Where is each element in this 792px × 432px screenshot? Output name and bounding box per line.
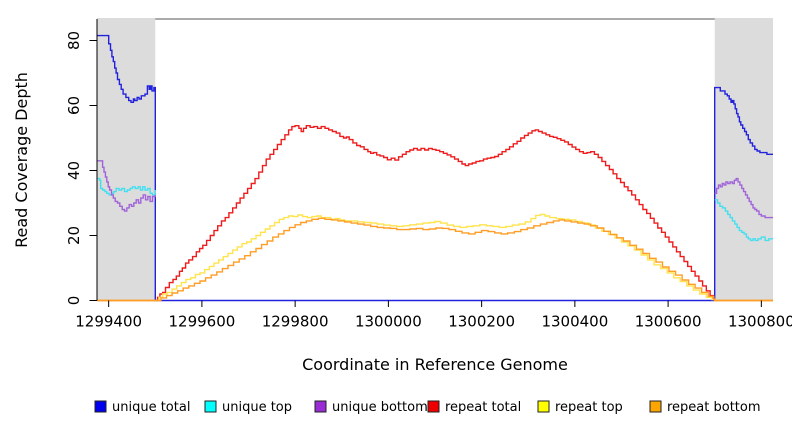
legend-swatch-repeat-top [537, 400, 550, 413]
legend-swatch-repeat-bottom [649, 400, 662, 413]
ticks-layer: 0 20 40 60 80 1299400 1299600 1299800 1300000 130… [65, 19, 792, 331]
y-tick-label: 60 [65, 96, 83, 115]
legend-label-unique-top: unique top [222, 400, 292, 415]
legend-swatch-repeat-total [427, 400, 440, 413]
x-tick-label: 1300000 [355, 313, 422, 331]
legend-swatch-unique-top [204, 400, 217, 413]
series-unique-bottom [714, 177, 773, 219]
masked-region-right [714, 18, 773, 301]
x-tick-label: 1299400 [75, 313, 142, 331]
legend-item-repeat-total: repeat total [427, 400, 521, 415]
legend-item-repeat-top: repeat top [537, 400, 623, 415]
legend-label-repeat-bottom: repeat bottom [667, 400, 761, 415]
x-tick-label: 1300800 [728, 313, 792, 331]
legend-label-unique-total: unique total [112, 400, 190, 415]
legend-swatch-unique-total [94, 400, 107, 413]
y-tick-label: 80 [65, 31, 83, 50]
legend-item-unique-top: unique top [204, 400, 292, 415]
x-axis-title: Coordinate in Reference Genome [302, 355, 568, 374]
legend-label-repeat-top: repeat top [555, 400, 623, 415]
series-unique-bottom [97, 160, 156, 212]
series-layer [97, 34, 773, 302]
x-tick-label: 1299800 [262, 313, 329, 331]
series-repeat-bottom [97, 217, 773, 302]
legend-swatch-unique-bottom [314, 400, 327, 413]
x-tick-label: 1300200 [448, 313, 515, 331]
series-unique-top [97, 177, 156, 196]
x-tick-label: 1300400 [541, 313, 608, 331]
legend-item-repeat-bottom: repeat bottom [649, 400, 761, 415]
masked-region-left [97, 18, 156, 301]
y-tick-label: 40 [65, 161, 83, 180]
series-repeat-top [97, 213, 773, 302]
series-repeat-total [97, 125, 773, 302]
series-unique-top [714, 199, 773, 242]
legend-item-unique-bottom: unique bottom [314, 400, 428, 415]
legend: unique total unique top unique bottom repea… [94, 400, 761, 415]
axes-layer [97, 18, 773, 301]
y-tick-label: 0 [65, 296, 83, 306]
legend-item-unique-total: unique total [94, 400, 190, 415]
x-tick-label: 1300600 [635, 313, 702, 331]
x-tick-label: 1299600 [168, 313, 235, 331]
y-axis-title: Read Coverage Depth [12, 72, 31, 248]
legend-label-repeat-total: repeat total [445, 400, 521, 415]
series-unique-total [97, 34, 773, 302]
legend-label-unique-bottom: unique bottom [332, 400, 428, 415]
masked-regions-layer [97, 18, 773, 301]
y-tick-label: 20 [65, 226, 83, 245]
